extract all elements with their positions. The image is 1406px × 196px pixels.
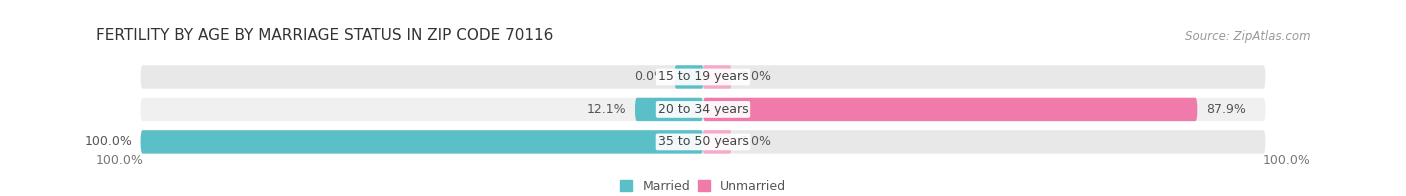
FancyBboxPatch shape xyxy=(141,98,1265,121)
FancyBboxPatch shape xyxy=(703,65,731,89)
FancyBboxPatch shape xyxy=(141,65,1265,89)
Text: 20 to 34 years: 20 to 34 years xyxy=(658,103,748,116)
Text: 0.0%: 0.0% xyxy=(740,70,772,83)
Legend: Married, Unmarried: Married, Unmarried xyxy=(620,180,786,193)
Text: Source: ZipAtlas.com: Source: ZipAtlas.com xyxy=(1185,30,1310,43)
Text: FERTILITY BY AGE BY MARRIAGE STATUS IN ZIP CODE 70116: FERTILITY BY AGE BY MARRIAGE STATUS IN Z… xyxy=(96,28,553,43)
Text: 100.0%: 100.0% xyxy=(1263,154,1310,167)
FancyBboxPatch shape xyxy=(636,98,703,121)
Text: 12.1%: 12.1% xyxy=(586,103,627,116)
FancyBboxPatch shape xyxy=(141,130,703,154)
Text: 100.0%: 100.0% xyxy=(84,135,132,148)
FancyBboxPatch shape xyxy=(141,130,1265,154)
Text: 100.0%: 100.0% xyxy=(96,154,143,167)
Text: 87.9%: 87.9% xyxy=(1206,103,1246,116)
Text: 0.0%: 0.0% xyxy=(740,135,772,148)
FancyBboxPatch shape xyxy=(703,98,1198,121)
FancyBboxPatch shape xyxy=(703,130,731,154)
FancyBboxPatch shape xyxy=(675,65,703,89)
Text: 0.0%: 0.0% xyxy=(634,70,666,83)
Text: 15 to 19 years: 15 to 19 years xyxy=(658,70,748,83)
Text: 35 to 50 years: 35 to 50 years xyxy=(658,135,748,148)
